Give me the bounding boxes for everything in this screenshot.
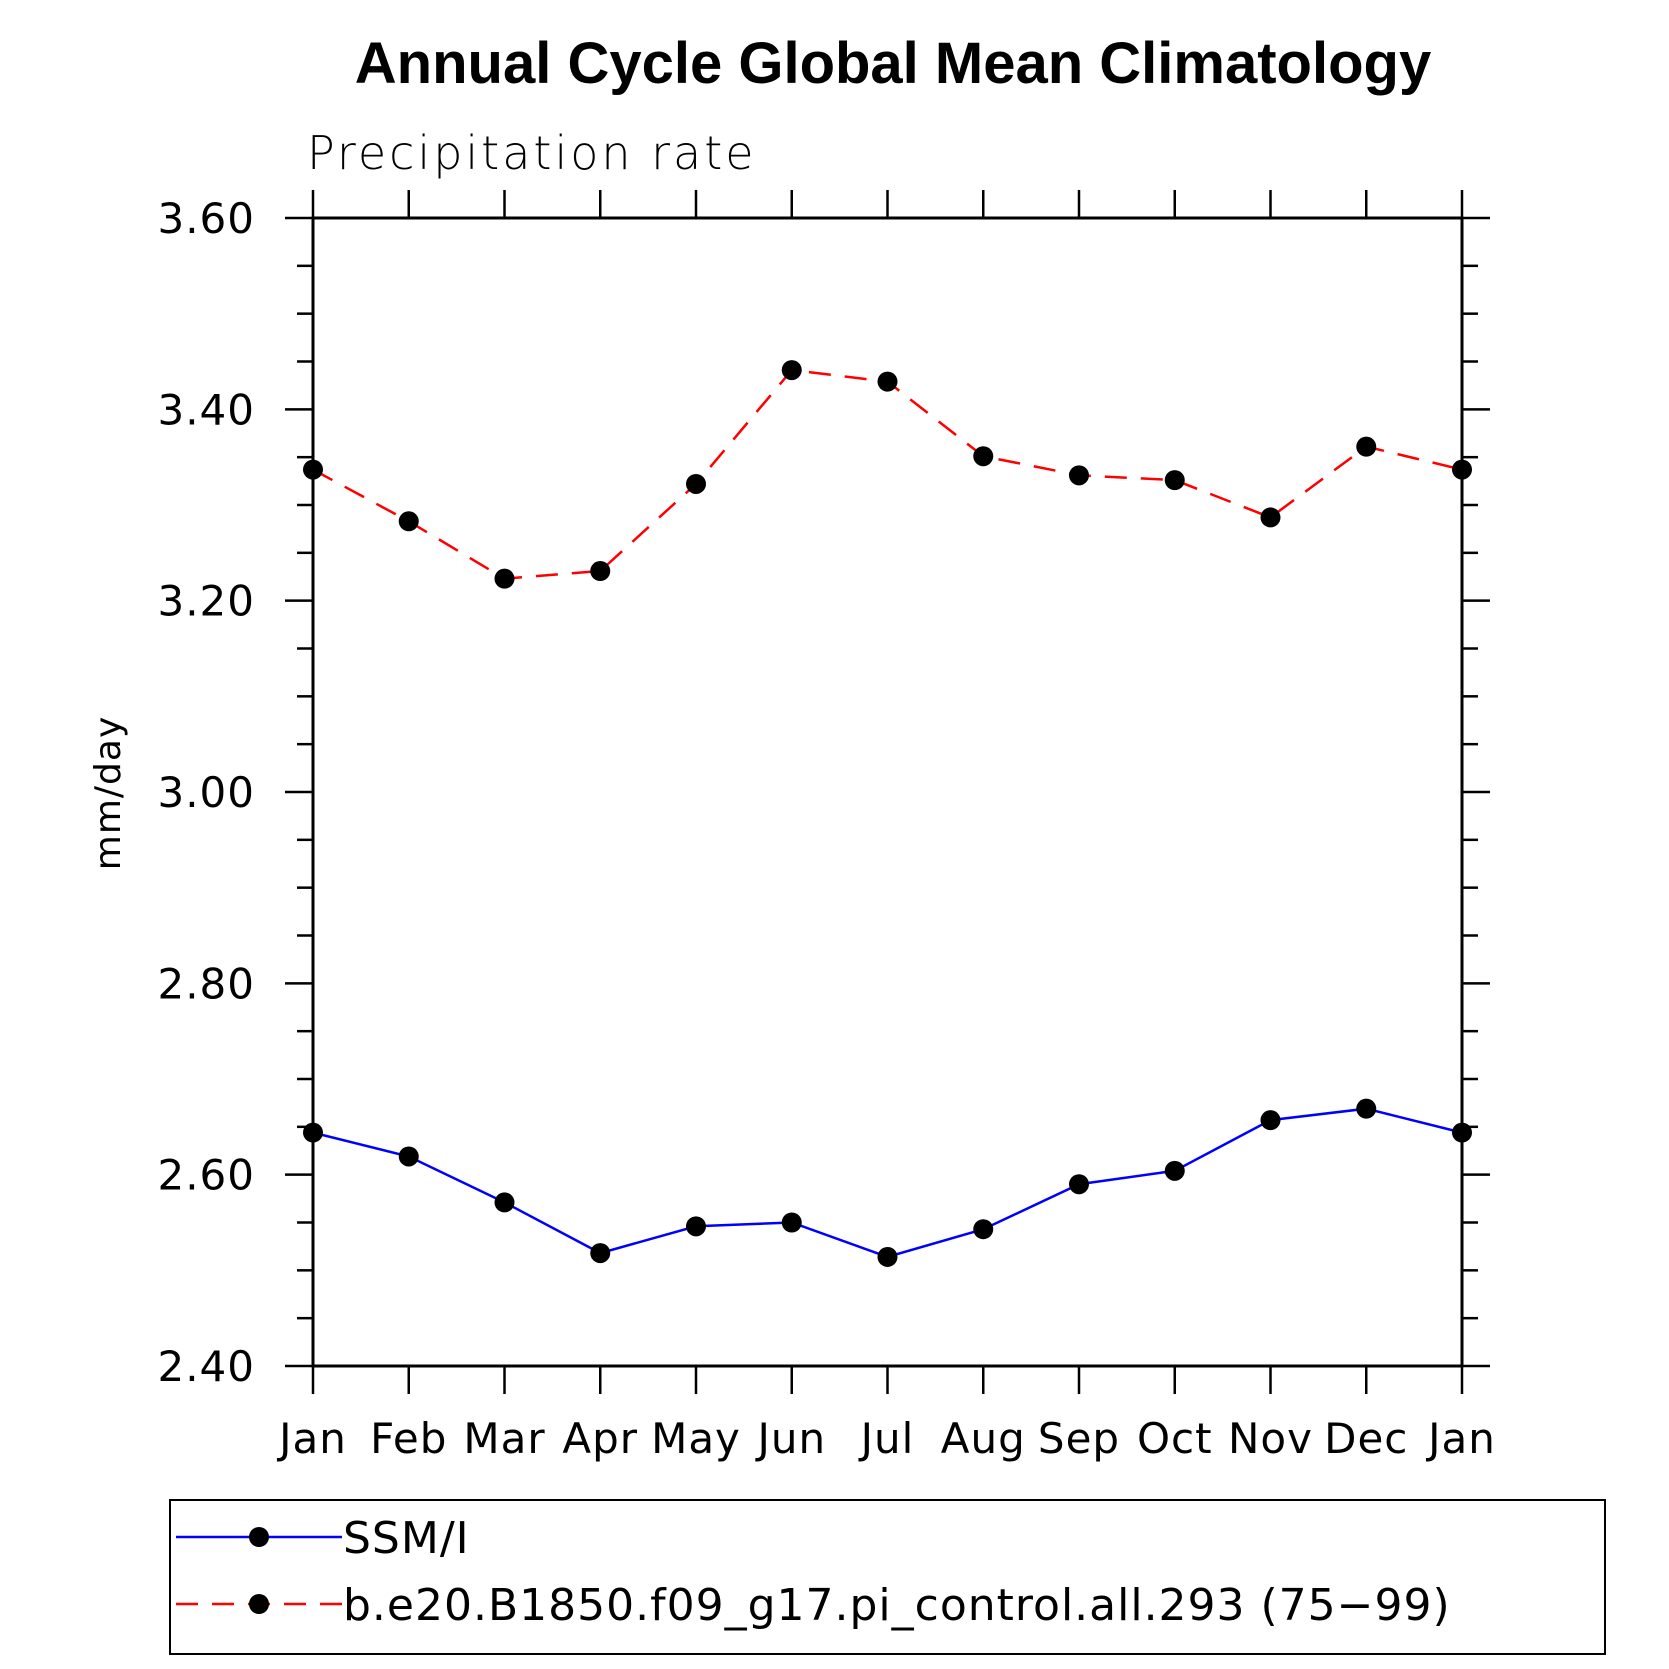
series-2-marker (877, 371, 898, 392)
x-tick-label: Mar (463, 1414, 545, 1463)
legend: SSM/I b.e20.B1850.f09_g17.pi_control.all.… (176, 1513, 1451, 1631)
series-2-marker (973, 446, 994, 467)
series-1-marker (1260, 1110, 1281, 1131)
series-1-marker (1356, 1098, 1377, 1119)
x-tick-label: Jan (276, 1414, 347, 1463)
y-ticks-group: 2.40 2.60 2.80 3.00 3.20 3.40 3.60 (157, 194, 1490, 1391)
series-2-marker (1452, 459, 1472, 480)
series-1-marker (303, 1122, 323, 1143)
series-1-marker (398, 1146, 419, 1167)
series-2-marker (303, 459, 323, 480)
series-2-marker (1260, 507, 1281, 528)
x-tick-label: Dec (1324, 1414, 1408, 1463)
series-2-marker (1069, 465, 1089, 486)
y-tick-label: 3.40 (157, 385, 255, 434)
series-1-marker (1164, 1160, 1185, 1181)
legend-label-1: SSM/I (343, 1513, 470, 1564)
x-tick-label: Feb (370, 1414, 447, 1463)
series-2-marker (398, 511, 419, 532)
chart-subtitle: Precipitation rate (307, 126, 757, 180)
series-2-marker (494, 568, 515, 589)
x-tick-label: Jun (754, 1414, 826, 1463)
y-tick-label: 3.60 (157, 194, 255, 243)
x-tick-label: Aug (941, 1414, 1026, 1463)
series-1-marker (1452, 1122, 1472, 1143)
legend-marker-1 (249, 1527, 269, 1547)
x-tick-label: Jan (1425, 1414, 1496, 1463)
series-line-2 (312, 368, 1463, 580)
series-2-marker (1356, 436, 1377, 457)
x-tick-label: Jul (858, 1414, 915, 1463)
legend-box (169, 1499, 1606, 1655)
series-2-marker (686, 473, 706, 494)
series-1-marker (973, 1219, 994, 1240)
series-group (303, 360, 1472, 1267)
series-1-marker (1069, 1174, 1089, 1195)
x-tick-label: Apr (562, 1414, 638, 1463)
legend-marker-2 (249, 1594, 269, 1614)
series-1-marker (590, 1243, 611, 1264)
y-tick-label: 3.00 (157, 768, 255, 817)
plot-frame (311, 216, 1464, 1368)
series-1-marker (781, 1212, 802, 1233)
x-tick-label: May (651, 1414, 741, 1463)
x-ticks-group: Jan Feb Mar Apr May Jun Jul Aug Sep Oct Nov Dec Jan (276, 190, 1496, 1463)
y-tick-label: 2.60 (157, 1151, 255, 1200)
x-tick-label: Sep (1038, 1414, 1120, 1463)
y-tick-label: 2.80 (157, 959, 255, 1008)
chart-title: Annual Cycle Global Mean Climatology (355, 31, 1431, 96)
series-2-marker (590, 561, 611, 582)
series-1-marker (494, 1192, 515, 1213)
series-1-marker (877, 1246, 898, 1267)
series-2-marker (781, 360, 802, 381)
y-tick-label: 2.40 (157, 1342, 255, 1391)
legend-label-2: b.e20.B1850.f09_g17.pi_control.all.293 (… (343, 1580, 1451, 1631)
series-2-marker (1164, 470, 1185, 491)
series-1-marker (686, 1216, 706, 1237)
x-tick-label: Oct (1137, 1414, 1213, 1463)
x-tick-label: Nov (1228, 1414, 1313, 1463)
series-line-1 (312, 1107, 1463, 1259)
y-tick-label: 3.20 (157, 577, 255, 626)
y-axis-label: mm/day (88, 716, 129, 870)
